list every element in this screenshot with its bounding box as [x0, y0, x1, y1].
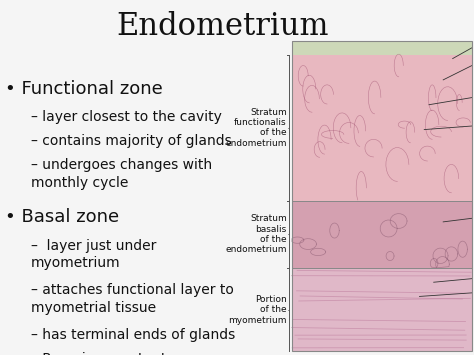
Text: • Basal zone: • Basal zone	[5, 208, 119, 226]
Bar	[292, 41, 472, 351]
Text: – contains majority of glands: – contains majority of glands	[31, 134, 232, 148]
Bar	[292, 201, 472, 268]
Text: Endometrium: Endometrium	[117, 11, 329, 42]
Text: – Remains constant: – Remains constant	[31, 352, 166, 355]
Text: – undergoes changes with
monthly cycle: – undergoes changes with monthly cycle	[31, 158, 212, 190]
Text: Portion
of the
myometrium: Portion of the myometrium	[228, 295, 287, 324]
Bar	[292, 55, 472, 201]
Text: • Functional zone: • Functional zone	[5, 80, 163, 98]
Text: –  layer just under
myometrium: – layer just under myometrium	[31, 239, 156, 270]
Text: Stratum
functionalis
of the
endometrium: Stratum functionalis of the endometrium	[225, 108, 287, 148]
Text: Stratum
basalis
of the
endometrium: Stratum basalis of the endometrium	[225, 214, 287, 255]
Bar	[292, 268, 472, 351]
Text: – has terminal ends of glands: – has terminal ends of glands	[31, 328, 235, 342]
Bar	[292, 41, 472, 55]
Text: – attaches functional layer to
myometrial tissue: – attaches functional layer to myometria…	[31, 283, 234, 315]
Text: – layer closest to the cavity: – layer closest to the cavity	[31, 110, 222, 124]
